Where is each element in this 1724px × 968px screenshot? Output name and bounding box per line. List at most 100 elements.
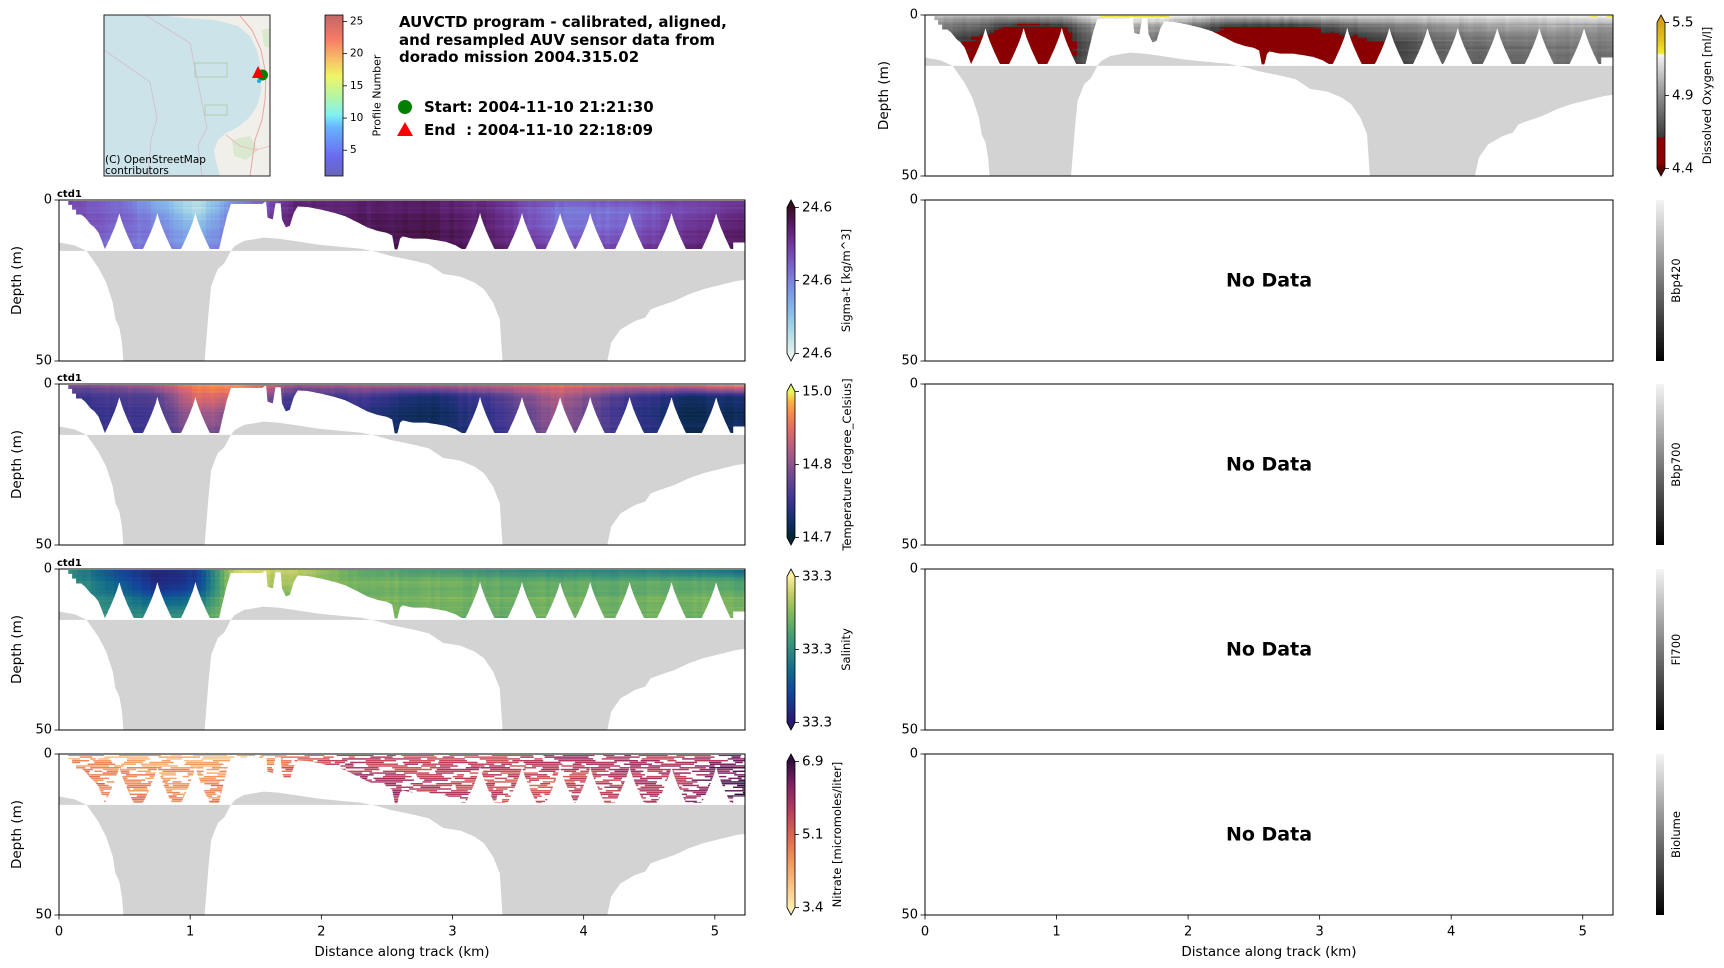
field-cell xyxy=(619,205,625,208)
field-cell xyxy=(394,395,400,399)
field-cell xyxy=(155,392,161,395)
field-cell xyxy=(380,386,386,389)
field-cell xyxy=(288,208,294,211)
field-cell xyxy=(334,392,340,395)
field-cell xyxy=(421,218,427,221)
field-cell xyxy=(389,399,395,402)
field-cell xyxy=(164,216,170,219)
field-cell xyxy=(674,207,680,210)
field-cell xyxy=(380,228,386,231)
field-cell xyxy=(435,226,441,229)
field-cell xyxy=(710,218,717,221)
field-cell xyxy=(215,386,221,389)
field-cell xyxy=(81,202,88,205)
field-cell xyxy=(270,387,276,390)
field-cell xyxy=(550,200,556,203)
field-cell xyxy=(104,400,111,403)
field-cell xyxy=(449,213,455,216)
field-cell xyxy=(205,418,212,421)
field-cell xyxy=(573,245,579,248)
field-cell xyxy=(205,395,212,399)
field-cell xyxy=(141,420,147,423)
field-cell xyxy=(642,237,648,240)
field-cell xyxy=(109,211,115,215)
field-cell xyxy=(508,226,515,229)
field-cell xyxy=(95,203,102,206)
field-cell xyxy=(141,413,147,416)
field-cell xyxy=(692,207,698,210)
field-cell xyxy=(91,408,97,411)
field-cell xyxy=(270,207,276,210)
field-cell xyxy=(389,226,395,229)
field-cell xyxy=(100,394,106,397)
field-cell xyxy=(118,213,124,216)
field-cell xyxy=(114,213,120,216)
field-cell xyxy=(100,213,106,216)
field-cell xyxy=(173,400,180,403)
field-cell xyxy=(169,224,175,227)
field-cell xyxy=(715,216,721,219)
field-cell xyxy=(394,384,400,387)
field-cell xyxy=(371,408,377,411)
field-cell xyxy=(527,221,533,224)
field-cell xyxy=(444,391,450,394)
field-cell xyxy=(114,202,120,205)
field-cell xyxy=(554,200,561,203)
field-cell xyxy=(394,431,400,434)
field-cell xyxy=(554,205,561,208)
field-cell xyxy=(357,405,363,408)
field-cell xyxy=(233,200,239,203)
field-cell xyxy=(169,407,175,410)
field-cell xyxy=(421,223,427,226)
field-cell xyxy=(729,215,735,218)
field-cell xyxy=(123,391,129,394)
field-cell xyxy=(173,232,180,235)
field-cell xyxy=(141,394,147,397)
field-cell xyxy=(201,211,207,215)
field-cell xyxy=(146,412,152,415)
field-cell xyxy=(389,210,395,213)
field-cell xyxy=(132,415,138,418)
field-cell xyxy=(357,397,363,400)
field-cell xyxy=(596,232,602,235)
field-cell xyxy=(155,210,161,213)
field-cell xyxy=(522,210,528,213)
field-cell xyxy=(545,232,551,235)
field-cell xyxy=(173,237,180,240)
field-cell xyxy=(132,215,138,218)
field-cell xyxy=(596,208,602,211)
field-cell xyxy=(109,224,115,227)
field-cell xyxy=(192,386,198,389)
field-cell xyxy=(169,392,175,395)
field-cell xyxy=(169,420,175,423)
field-cell xyxy=(403,389,409,392)
field-cell xyxy=(109,392,115,395)
field-cell xyxy=(104,399,111,402)
field-cell xyxy=(123,213,129,216)
field-cell xyxy=(384,413,391,416)
field-cell xyxy=(697,229,703,232)
field-cell xyxy=(178,415,184,418)
field-cell xyxy=(412,412,418,415)
field-cell xyxy=(100,397,106,400)
field-cell xyxy=(421,397,427,400)
field-cell xyxy=(380,202,386,205)
colorbar-tick-label: 24.6 xyxy=(802,200,832,216)
field-cell xyxy=(398,416,405,419)
field-cell xyxy=(361,221,368,224)
field-cell xyxy=(210,210,216,213)
field-cell xyxy=(141,219,147,223)
field-cell xyxy=(150,394,157,397)
field-cell xyxy=(192,203,198,206)
field-cell xyxy=(169,391,175,394)
field-cell xyxy=(642,208,648,211)
field-cell xyxy=(375,410,382,413)
field-cell xyxy=(541,236,547,239)
field-cell xyxy=(701,234,708,237)
field-cell xyxy=(352,402,359,405)
field-cell xyxy=(348,210,354,213)
field-cell xyxy=(316,389,322,392)
field-cell xyxy=(146,394,152,397)
field-cell xyxy=(678,210,685,213)
field-cell xyxy=(403,394,409,397)
